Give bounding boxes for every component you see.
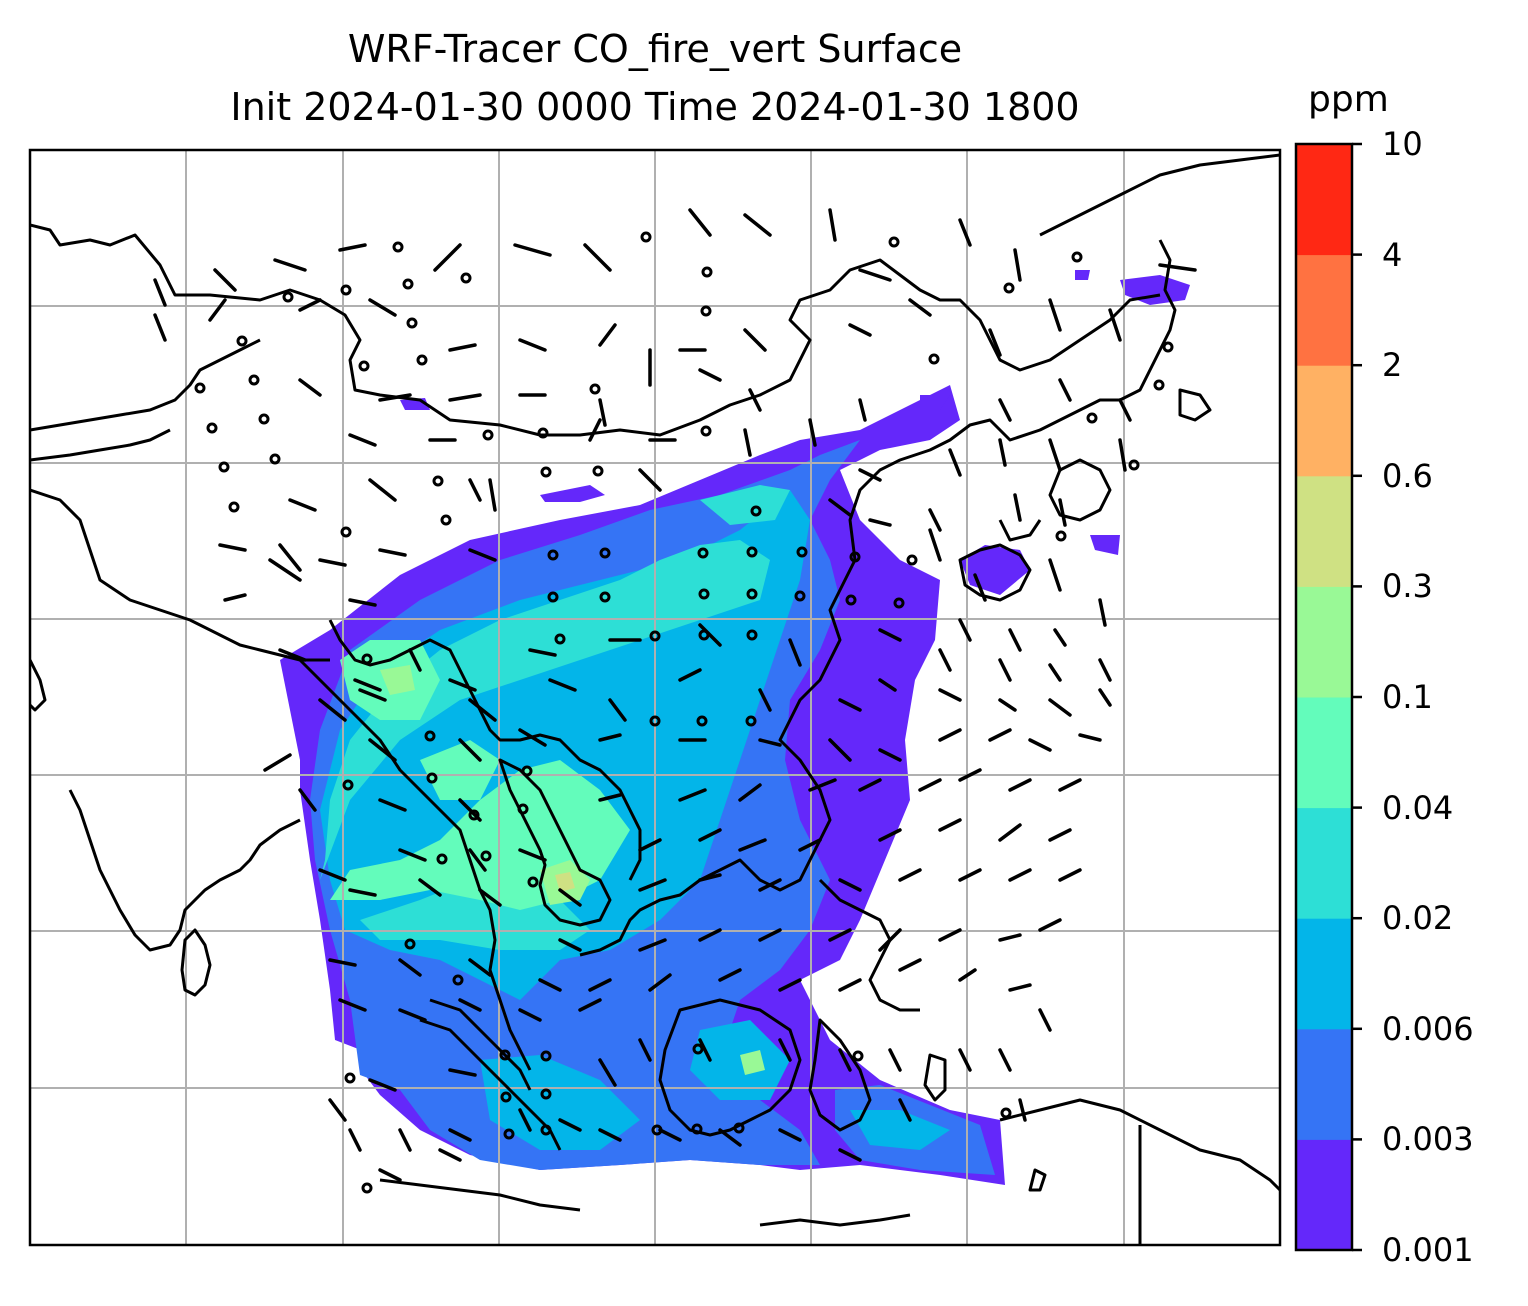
field-level-6 bbox=[380, 665, 765, 1075]
colorbar-unit-label: ppm bbox=[1308, 79, 1389, 120]
colorbar-segment-4 bbox=[1296, 697, 1352, 809]
co-concentration-field bbox=[280, 270, 1190, 1185]
colorbar-tick-label: 0.006 bbox=[1382, 1009, 1474, 1048]
map-title-line-2: Init 2024-01-30 0000 Time 2024-01-30 180… bbox=[230, 85, 1080, 129]
colorbar-segment-3 bbox=[1296, 807, 1352, 919]
colorbar-tick-label: 0.001 bbox=[1382, 1231, 1474, 1269]
field-level-7 bbox=[555, 872, 575, 892]
colorbar-segment-7 bbox=[1296, 365, 1352, 477]
colorbar-segment-0 bbox=[1296, 1139, 1352, 1251]
colorbar-segment-5 bbox=[1296, 586, 1352, 698]
wind-barbs bbox=[153, 208, 1197, 1182]
colorbar-tick-label: 0.02 bbox=[1382, 899, 1454, 938]
map-gridlines bbox=[30, 150, 1280, 1245]
colorbar-segment-6 bbox=[1296, 475, 1352, 587]
coastlines-and-borders bbox=[30, 153, 1280, 1245]
colorbar-frame bbox=[1294, 142, 1354, 1252]
colorbar-segment-9 bbox=[1296, 144, 1352, 256]
colorbar-tick-label: 10 bbox=[1382, 125, 1423, 163]
colorbar-segment-2 bbox=[1296, 918, 1352, 1030]
colorbar-segment-1 bbox=[1296, 1028, 1352, 1140]
map-plot-area bbox=[30, 150, 1280, 1245]
colorbar-tick-label: 4 bbox=[1382, 235, 1403, 274]
colorbar bbox=[1296, 142, 1362, 1252]
colorbar-tick-label: 0.04 bbox=[1382, 788, 1454, 827]
field-level-3-south bbox=[480, 1020, 950, 1150]
field-level-4 bbox=[320, 485, 790, 950]
colorbar-segment-8 bbox=[1296, 254, 1352, 366]
colorbar-tick-label: 0.1 bbox=[1382, 678, 1433, 716]
map-frame bbox=[28, 148, 1282, 1247]
colorbar-tick-label: 0.6 bbox=[1382, 456, 1433, 495]
calm-wind-markers bbox=[194, 231, 1174, 1194]
colorbar-tick-label: 2 bbox=[1382, 346, 1403, 385]
colorbar-tick-label: 0.003 bbox=[1382, 1120, 1474, 1159]
colorbar-tick-label: 0.3 bbox=[1382, 567, 1433, 606]
map-title-line-1: WRF-Tracer CO_fire_vert Surface bbox=[347, 27, 963, 71]
